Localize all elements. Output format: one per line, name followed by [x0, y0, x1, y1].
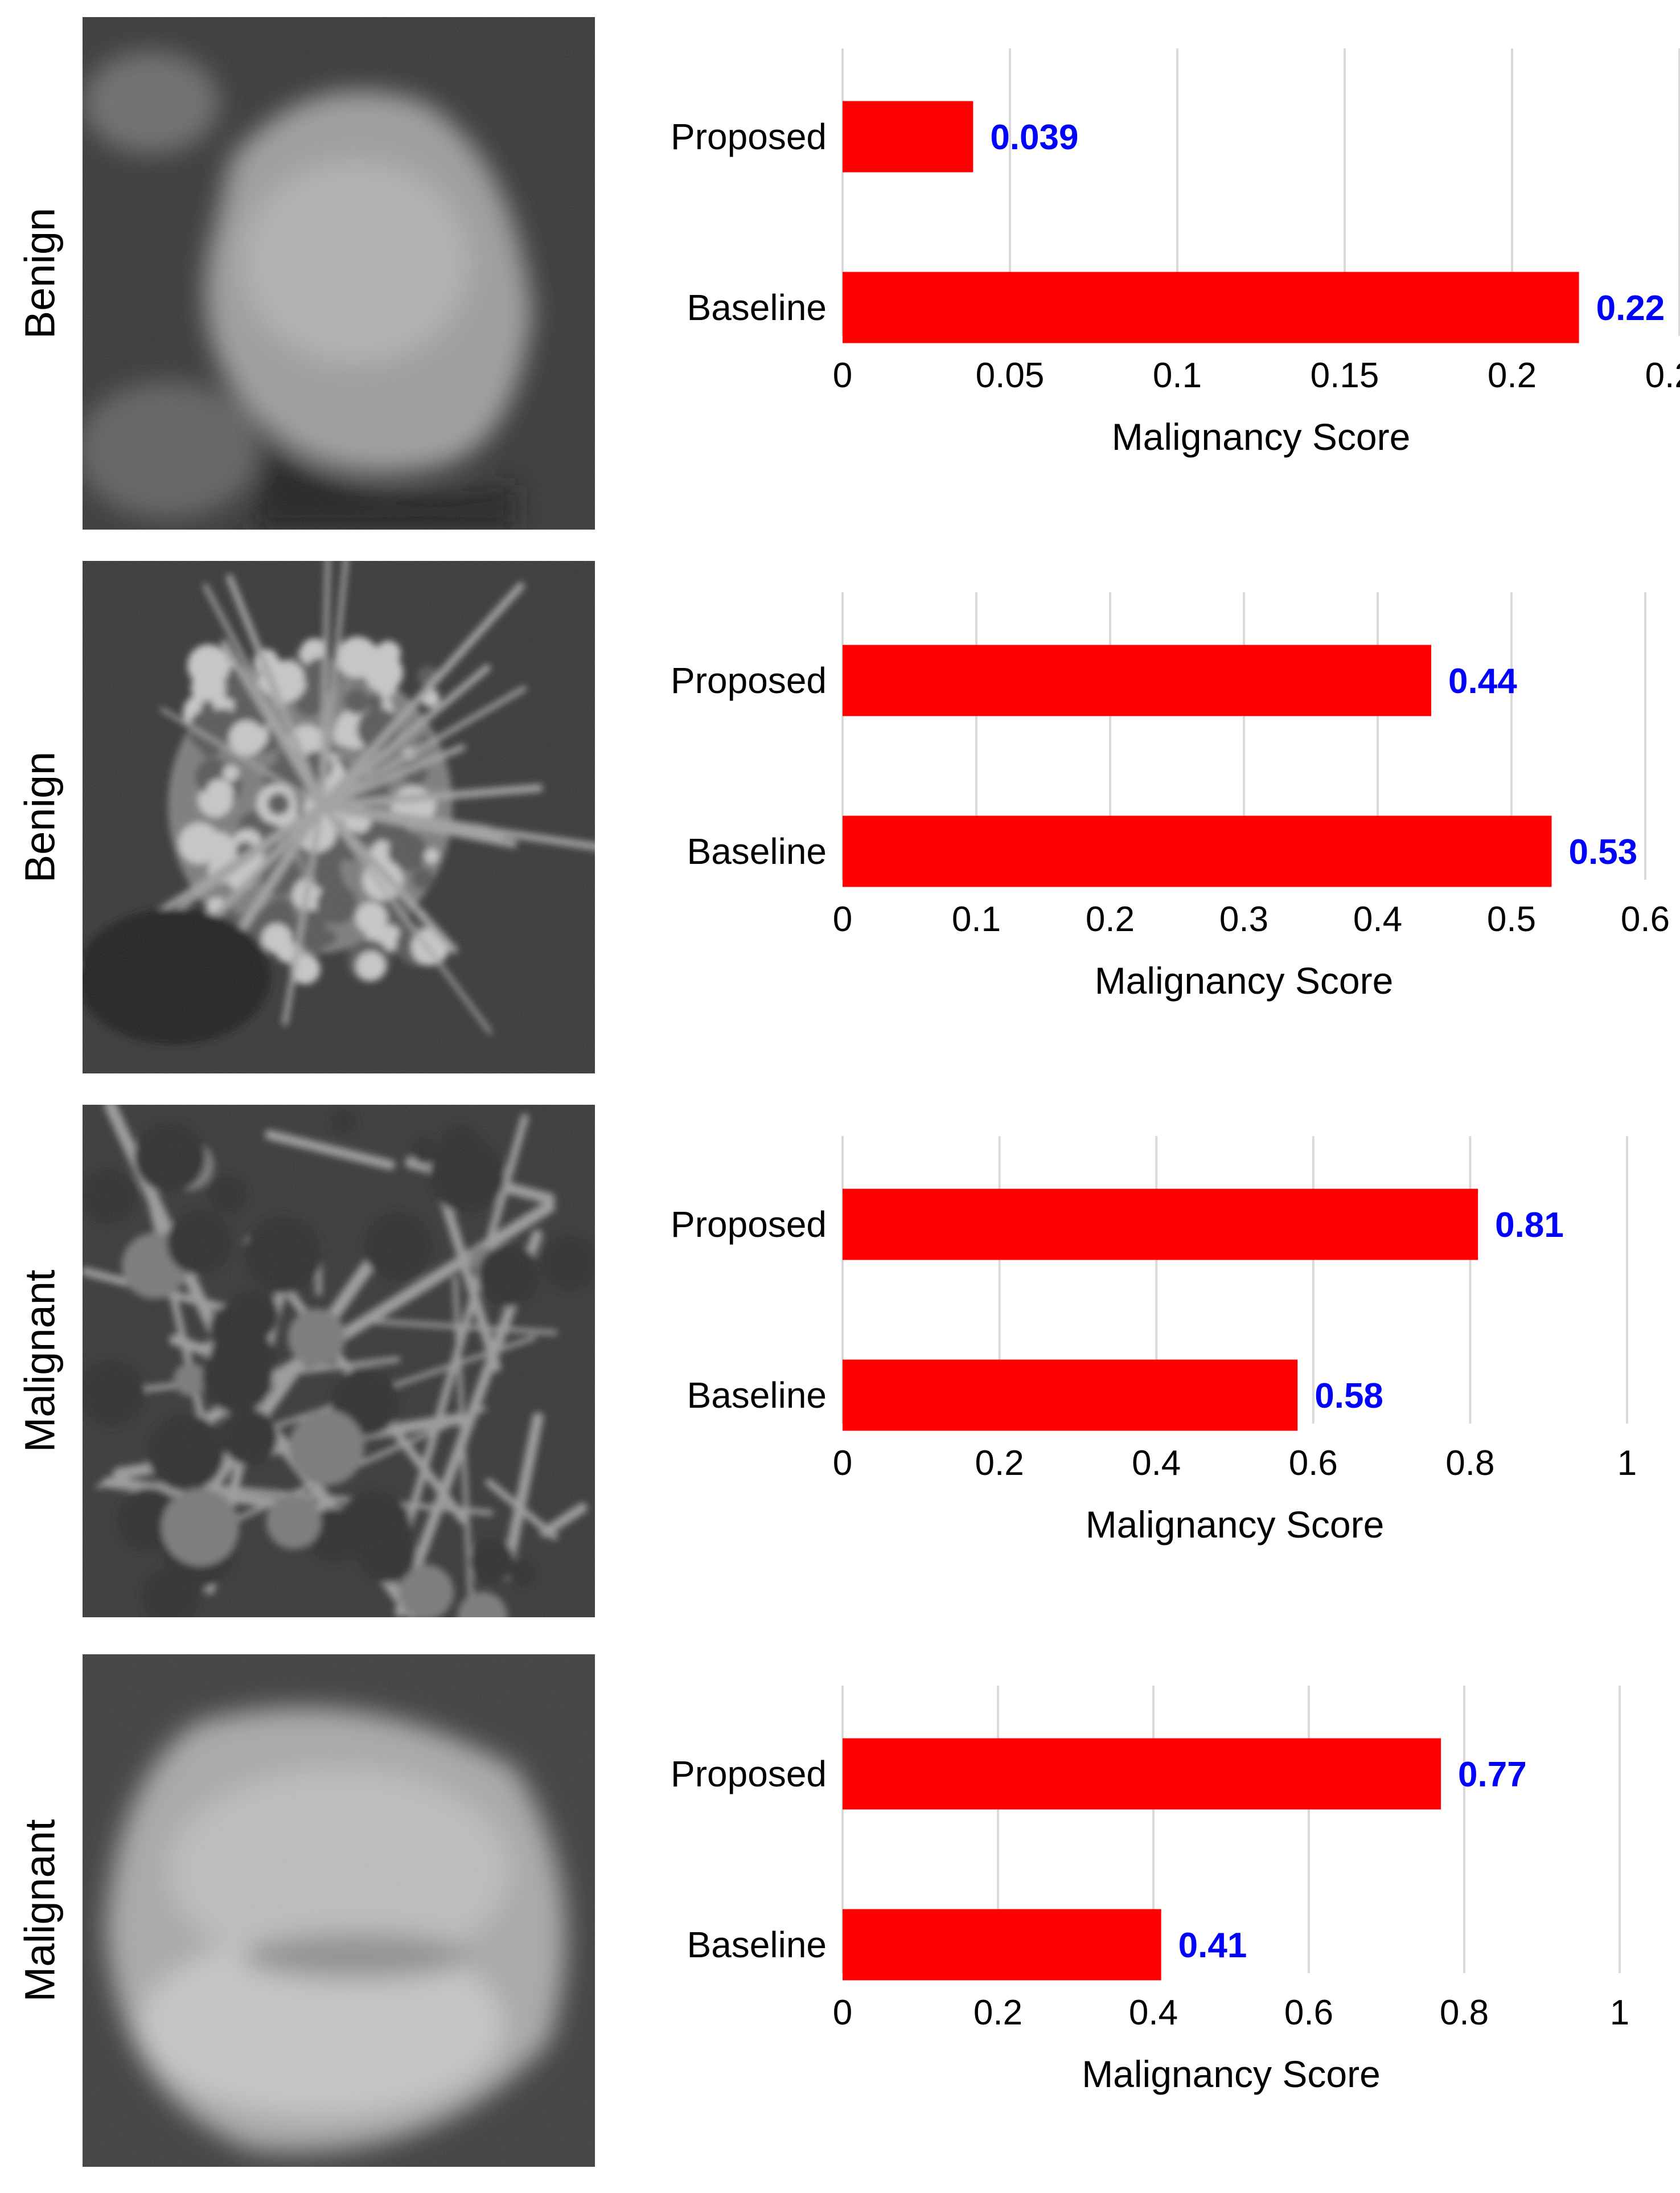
image-noise: [83, 1654, 595, 2167]
bar-proposed: [843, 1188, 1478, 1260]
x-axis-label: Malignancy Score: [1082, 2053, 1381, 2095]
chart-svg: 0 0.2 0.4 0.6 0.8 1 Proposed 0.77 Baseline 0.41 Ma…: [671, 1686, 1629, 2095]
bar-baseline: [843, 1359, 1298, 1431]
x-tick-label: 0.8: [1445, 1444, 1494, 1483]
x-tick-label: 0.4: [1129, 1993, 1178, 2032]
bar-proposed: [843, 101, 974, 173]
lesion-image: [83, 1654, 595, 2167]
x-tick-label: 0.6: [1284, 1993, 1333, 2032]
x-tick-label: 0: [833, 356, 852, 395]
value-label: 0.44: [1448, 662, 1517, 701]
x-axis-label: Malignancy Score: [1086, 1503, 1385, 1546]
x-tick-label: 0.05: [976, 356, 1045, 395]
x-tick-label: 0: [833, 1444, 852, 1483]
value-label: 0.81: [1495, 1206, 1564, 1245]
category-label: Baseline: [687, 1375, 827, 1416]
x-tick-label: 0.1: [1153, 356, 1202, 395]
row-label: Benign: [0, 561, 80, 1073]
lesion-image: [83, 561, 595, 1073]
image-noise: [83, 17, 595, 530]
value-label: 0.039: [990, 118, 1078, 157]
x-tick-label: 0.2: [1086, 900, 1135, 939]
bar-chart: 0 0.05 0.1 0.15 0.2 0.25 Proposed 0.039 Baseline…: [615, 17, 1680, 530]
panel-row: Benign 0 0.1 0.2 0.3 0.4 0.5 0.6 Proposed 0.44 Bas…: [0, 561, 1680, 1073]
category-label: Proposed: [671, 116, 827, 157]
row-label-text: Benign: [16, 207, 64, 339]
row-label-text: Malignant: [16, 1269, 64, 1453]
row-label: Malignant: [0, 1654, 80, 2167]
x-tick-label: 0.2: [1488, 356, 1537, 395]
x-tick-label: 0.8: [1440, 1993, 1489, 2032]
x-tick-label: 1: [1610, 1993, 1629, 2032]
x-tick-label: 0.4: [1353, 900, 1402, 939]
bar-baseline: [843, 1909, 1161, 1981]
bar-baseline: [843, 815, 1552, 887]
row-label-text: Benign: [16, 751, 64, 883]
image-noise: [83, 1105, 595, 1617]
value-label: 0.41: [1178, 1926, 1247, 1965]
category-label: Proposed: [671, 660, 827, 701]
lesion-image: [83, 17, 595, 530]
bar-baseline: [843, 272, 1579, 343]
chart-svg: 0 0.1 0.2 0.3 0.4 0.5 0.6 Proposed 0.44 Baseline 0…: [671, 592, 1670, 1002]
category-label: Proposed: [671, 1204, 827, 1245]
value-label: 0.58: [1315, 1376, 1383, 1416]
bar-proposed: [843, 1738, 1441, 1810]
x-tick-label: 0: [833, 1993, 852, 2032]
x-axis-label: Malignancy Score: [1112, 416, 1411, 458]
category-label: Proposed: [671, 1753, 827, 1794]
panel-row: Benign 0 0.05 0.1 0.15 0.2 0.25 Proposed 0.039 Ba…: [0, 17, 1680, 530]
x-tick-label: 0.15: [1311, 356, 1379, 395]
x-tick-label: 0.6: [1289, 1444, 1338, 1483]
row-label: Malignant: [0, 1105, 80, 1617]
category-label: Baseline: [687, 287, 827, 328]
x-tick-label: 0.6: [1621, 900, 1670, 939]
row-label-text: Malignant: [16, 1819, 64, 2002]
chart-svg: 0 0.05 0.1 0.15 0.2 0.25 Proposed 0.039 Baseline…: [671, 48, 1680, 458]
x-tick-label: 0.5: [1487, 900, 1536, 939]
x-tick-label: 0.3: [1219, 900, 1268, 939]
x-axis-label: Malignancy Score: [1095, 960, 1394, 1002]
bar-chart: 0 0.1 0.2 0.3 0.4 0.5 0.6 Proposed 0.44 Baseline 0…: [615, 561, 1680, 1073]
bar-proposed: [843, 645, 1431, 716]
x-tick-label: 1: [1617, 1444, 1637, 1483]
category-label: Baseline: [687, 831, 827, 872]
image-noise: [83, 561, 595, 1073]
x-tick-label: 0.4: [1132, 1444, 1181, 1483]
value-label: 0.77: [1458, 1755, 1527, 1794]
panel-row: Malignant 0 0.2 0.4 0.6 0.8 1 Proposed 0.77 Basel…: [0, 1654, 1680, 2167]
panel-row: Malignant 0 0.2 0.4 0.6 0.8 1 Proposed 0.81 Basel…: [0, 1105, 1680, 1617]
x-tick-label: 0.25: [1645, 356, 1680, 395]
x-tick-label: 0: [833, 900, 852, 939]
x-tick-label: 0.1: [952, 900, 1001, 939]
category-label: Baseline: [687, 1924, 827, 1965]
row-label: Benign: [0, 17, 80, 530]
bar-chart: 0 0.2 0.4 0.6 0.8 1 Proposed 0.81 Baseline 0.58 Ma…: [615, 1105, 1680, 1617]
value-label: 0.22: [1596, 289, 1665, 328]
x-tick-label: 0.2: [974, 1993, 1022, 2032]
x-tick-label: 0.2: [975, 1444, 1024, 1483]
lesion-image: [83, 1105, 595, 1617]
value-label: 0.53: [1569, 833, 1638, 872]
bar-chart: 0 0.2 0.4 0.6 0.8 1 Proposed 0.77 Baseline 0.41 Ma…: [615, 1654, 1680, 2167]
